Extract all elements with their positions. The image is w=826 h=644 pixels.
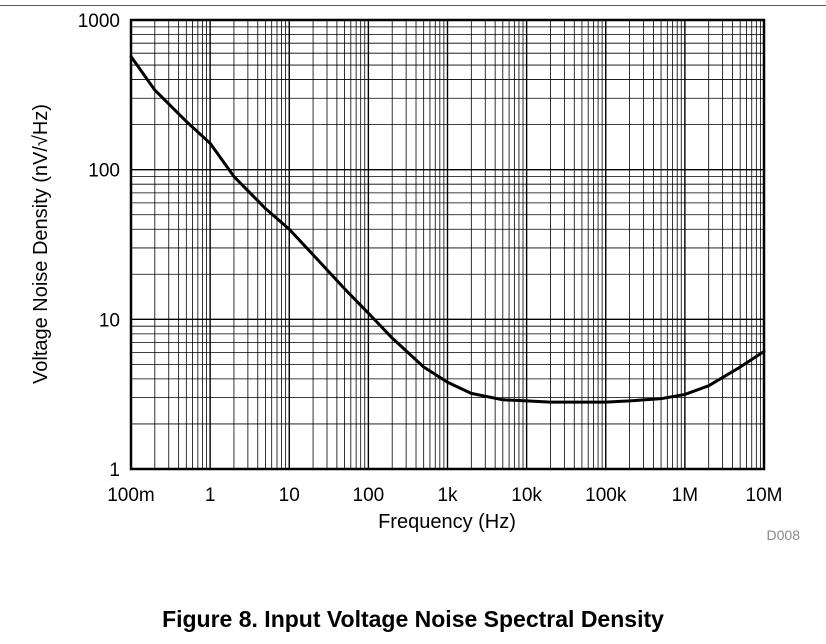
y-tick-label: 1	[109, 460, 120, 481]
figure-code: D008	[767, 527, 801, 543]
y-tick-label: 10	[99, 310, 120, 331]
y-tick-label: 100	[88, 161, 120, 182]
x-tick-label: 10M	[746, 485, 783, 506]
grid-lines	[130, 20, 764, 470]
y-tick-label: 1000	[78, 11, 120, 32]
x-tick-label: 1k	[437, 485, 458, 506]
x-tick-label: 10	[279, 485, 300, 506]
x-axis-title: Frequency (Hz)	[378, 511, 516, 533]
x-tick-label: 10k	[511, 485, 542, 506]
x-tick-labels: 100m 1 10 100 1k 10k 100k 1M 10M	[107, 485, 782, 506]
plot-frame	[129, 18, 766, 471]
y-axis-title: Voltage Noise Density (nV/√Hz)	[30, 104, 52, 384]
x-tick-label: 100	[353, 485, 385, 506]
x-tick-label: 1	[205, 485, 216, 506]
figure-caption: Figure 8. Input Voltage Noise Spectral D…	[162, 606, 664, 632]
top-rule	[0, 5, 826, 6]
x-tick-label: 1M	[672, 485, 698, 506]
x-tick-label: 100m	[107, 485, 155, 506]
y-tick-labels: 1 10 100 1000	[78, 11, 120, 481]
noise-density-chart: 100m 1 10 100 1k 10k 100k 1M 10M 1 10 100 1000 Freq…	[30, 11, 801, 543]
noise-density-curve	[129, 55, 766, 404]
x-tick-label: 100k	[585, 485, 627, 506]
